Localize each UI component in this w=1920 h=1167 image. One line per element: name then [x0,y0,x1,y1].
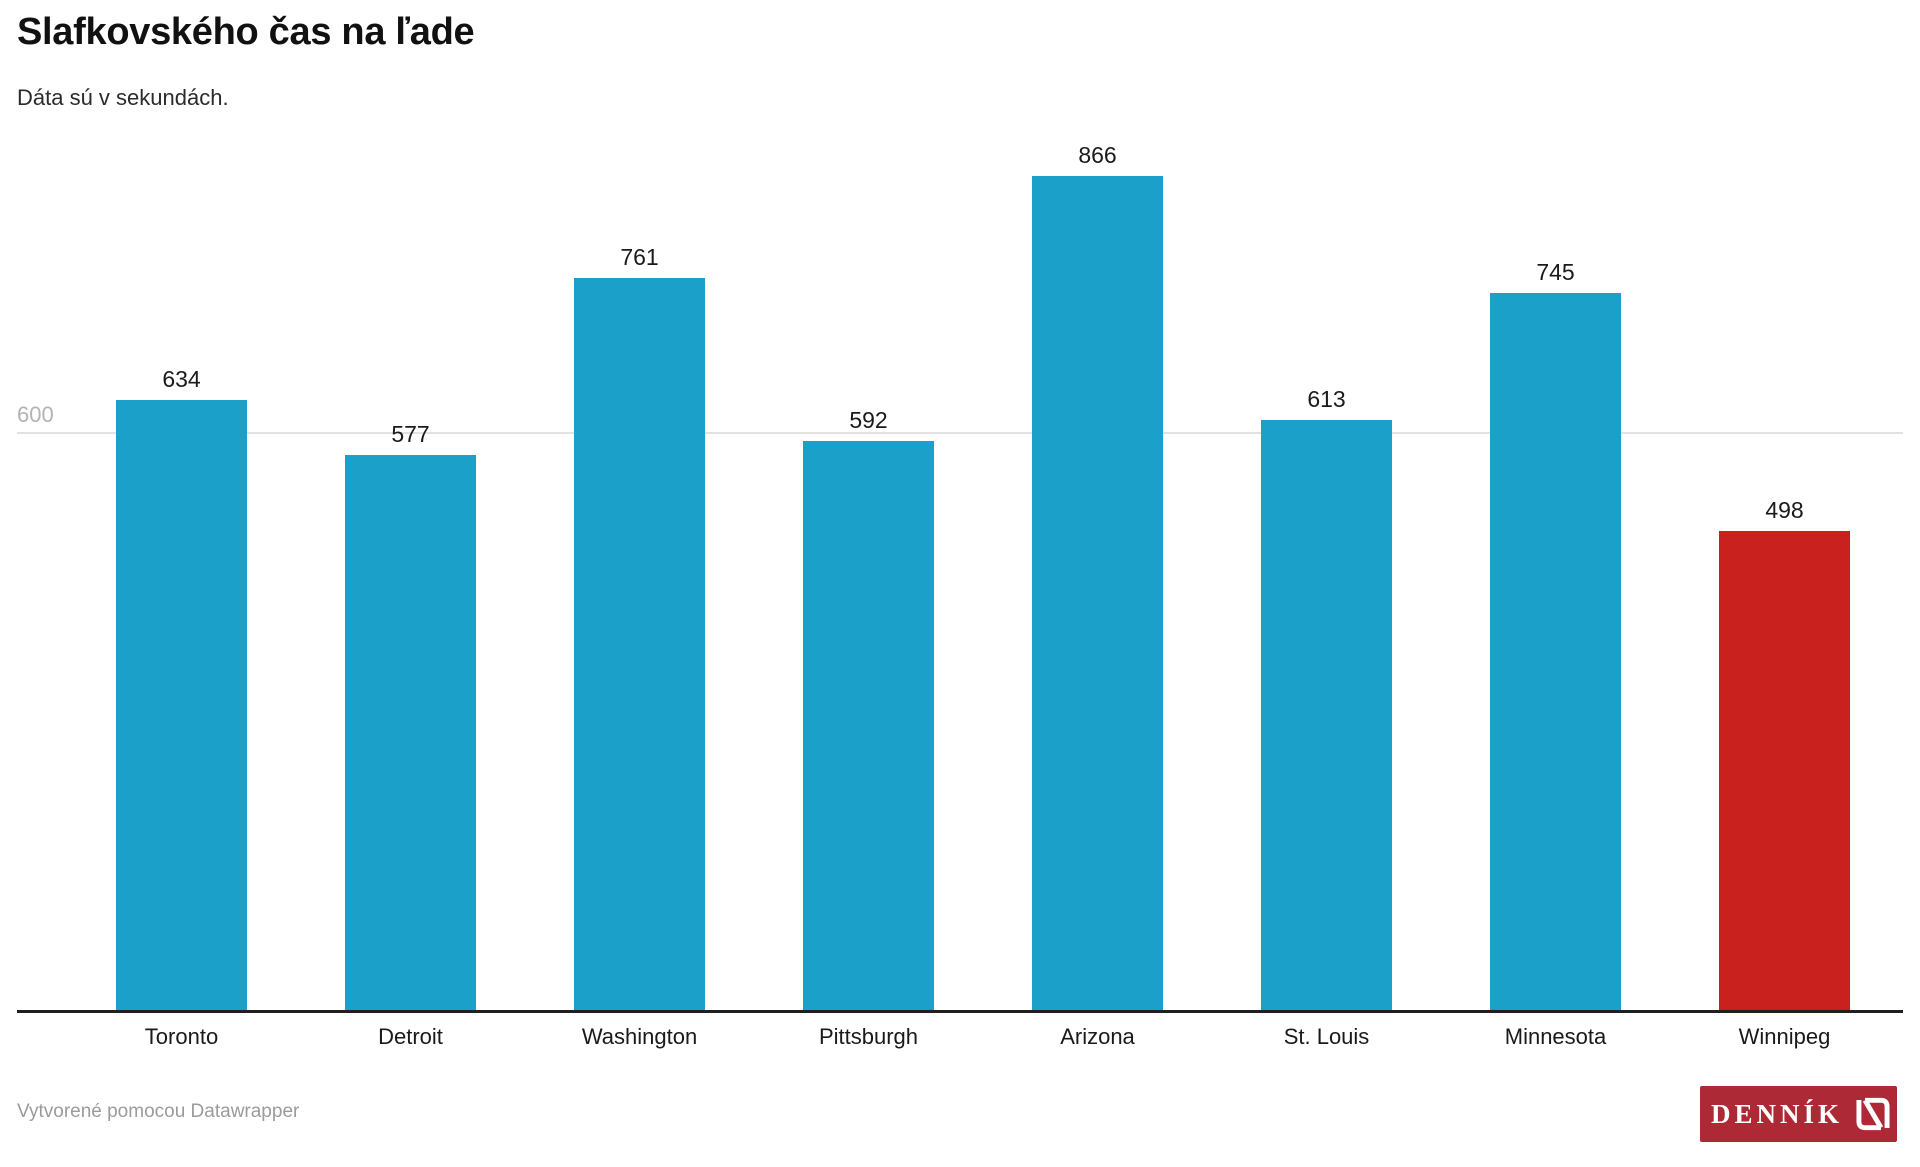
y-axis-tick-label: 600 [17,402,54,427]
bar-winnipeg[interactable] [1719,531,1850,1012]
bar-value-label-pittsburgh: 592 [849,407,888,433]
bar-value-label-minnesota: 745 [1536,259,1575,285]
x-axis-label-toronto: Toronto [144,1024,219,1049]
chart-subtitle: Dáta sú v sekundách. [17,85,229,110]
x-axis-label-pittsburgh: Pittsburgh [818,1024,919,1049]
x-axis-line [17,1010,1903,1013]
bar-detroit[interactable] [345,455,476,1012]
bar-minnesota[interactable] [1490,293,1621,1012]
datawrapper-attribution-link[interactable]: Vytvorené pomocou Datawrapper [17,1101,300,1122]
bar-value-label-arizona: 866 [1078,142,1117,168]
x-axis-label-st-louis: St. Louis [1283,1024,1370,1049]
x-axis-label-minnesota: Minnesota [1504,1024,1607,1049]
x-axis-label-detroit: Detroit [378,1024,443,1049]
chart-title: Slafkovského čas na ľade [17,11,475,53]
x-axis-label-winnipeg: Winnipeg [1738,1024,1831,1049]
bar-toronto[interactable] [116,400,247,1012]
bar-value-label-winnipeg: 498 [1765,497,1804,523]
bar-washington[interactable] [574,278,705,1012]
bar-value-label-detroit: 577 [391,421,430,447]
gridline-600 [17,432,1903,434]
dennik-n-logo-text: DENNÍK [1710,1098,1843,1129]
bar-value-label-st-louis: 613 [1307,386,1346,412]
dennik-n-logo[interactable]: DENNÍK [1700,1086,1897,1142]
bar-value-label-washington: 761 [620,244,659,270]
x-axis-label-washington: Washington [581,1024,698,1049]
bar-arizona[interactable] [1032,176,1163,1012]
bar-value-label-toronto: 634 [162,366,201,392]
bar-pittsburgh[interactable] [803,441,934,1012]
x-axis-label-arizona: Arizona [1060,1024,1135,1049]
bar-st-louis[interactable] [1261,420,1392,1012]
dennik-n-icon [1856,1097,1890,1131]
